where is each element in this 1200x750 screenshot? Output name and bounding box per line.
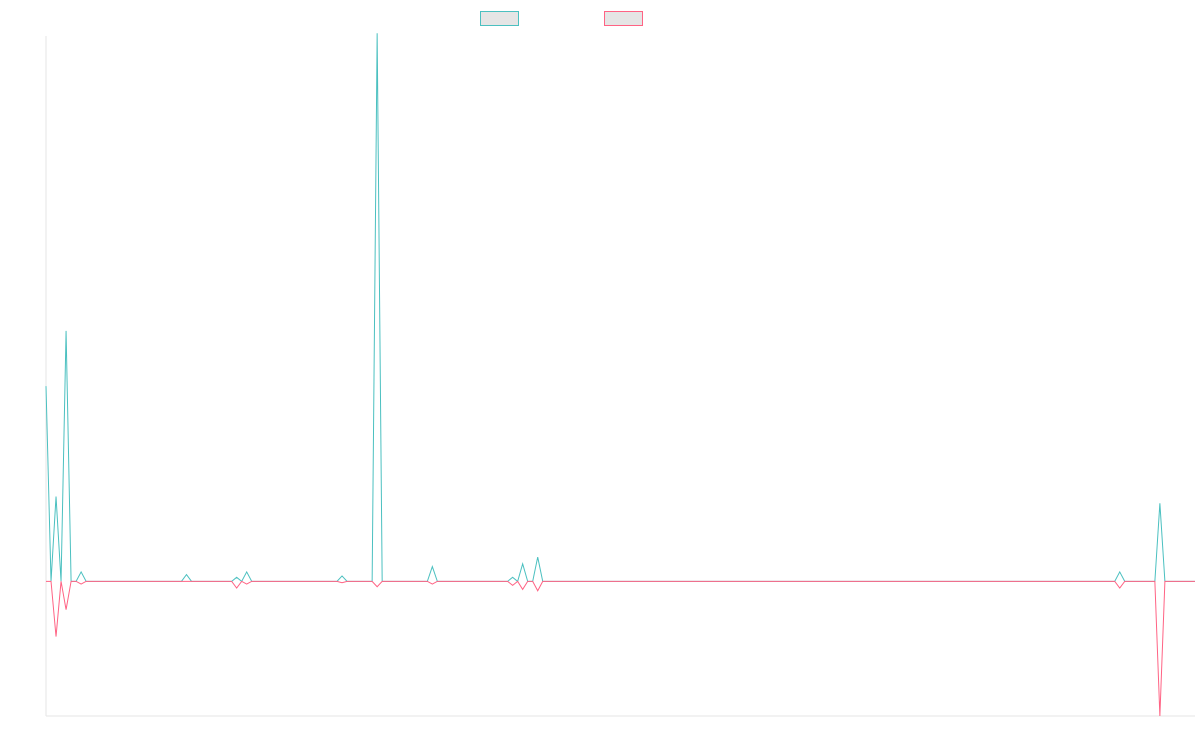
legend bbox=[0, 9, 1200, 27]
legend-swatch-series-1 bbox=[480, 10, 519, 26]
legend-item-series-1[interactable] bbox=[480, 9, 525, 27]
series-group bbox=[45, 33, 1195, 717]
series-line-2 bbox=[46, 580, 1195, 717]
legend-item-series-2[interactable] bbox=[604, 9, 649, 27]
legend-swatch-series-2 bbox=[604, 10, 643, 26]
series-line-1 bbox=[45, 33, 1195, 583]
